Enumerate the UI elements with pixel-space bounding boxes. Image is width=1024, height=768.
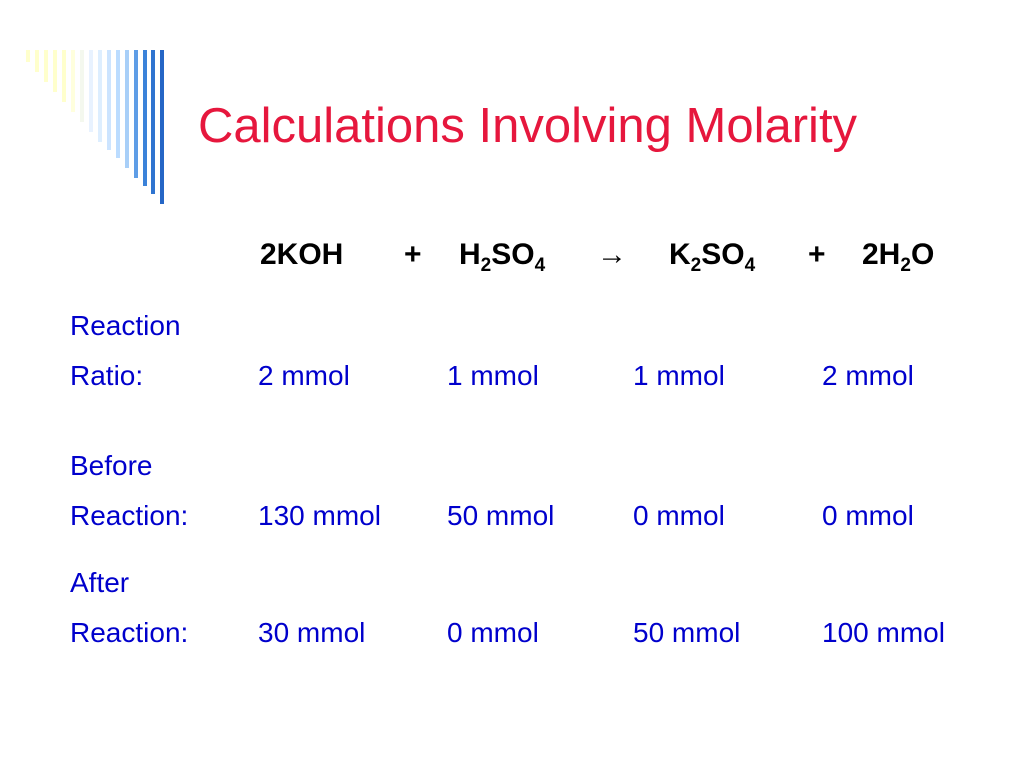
amount: 50 mmol — [447, 500, 555, 531]
subscript: 2 — [900, 255, 911, 276]
formula-text: O — [910, 238, 935, 271]
equation-term: 2H2O — [862, 238, 935, 275]
formula-text: H — [459, 238, 481, 271]
subscript: 2 — [690, 255, 702, 276]
equation-term: H2SO4 — [459, 238, 545, 275]
equation-term: K2SO4 — [669, 238, 755, 275]
slide-title: Calculations Involving Molarity — [198, 99, 858, 153]
row-label: Reaction: — [70, 500, 189, 531]
formula-text: + — [404, 238, 422, 271]
formula-text: SO — [491, 238, 535, 271]
amount: 0 mmol — [447, 617, 539, 648]
formula-text: K — [669, 238, 691, 271]
equation-term: + — [808, 238, 826, 272]
subscript: 4 — [534, 255, 546, 276]
equation-term: → — [597, 238, 627, 272]
equation-term: 2KOH — [260, 238, 343, 272]
decoration — [26, 50, 164, 204]
amount: 30 mmol — [258, 617, 366, 648]
formula-text: SO — [701, 238, 745, 271]
amount: 50 mmol — [633, 617, 741, 648]
amount: 2 mmol — [822, 360, 914, 391]
formula-text: + — [808, 238, 826, 271]
row-label: After — [70, 567, 130, 598]
amount: 1 mmol — [447, 360, 539, 391]
amount: 0 mmol — [633, 500, 725, 531]
formula-text: → — [597, 238, 627, 271]
amount: 1 mmol — [633, 360, 725, 391]
formula-text: 2H — [862, 238, 901, 271]
row-label: Ratio: — [70, 360, 144, 391]
equation-term: + — [404, 238, 422, 272]
formula-text: 2KOH — [260, 238, 344, 271]
amount: 100 mmol — [822, 617, 945, 648]
subscript: 4 — [744, 255, 756, 276]
row-label: Reaction — [70, 310, 181, 341]
subscript: 2 — [480, 255, 492, 276]
amount: 0 mmol — [822, 500, 914, 531]
amount: 130 mmol — [258, 500, 381, 531]
amount: 2 mmol — [258, 360, 350, 391]
row-label: Before — [70, 450, 153, 481]
row-label: Reaction: — [70, 617, 189, 648]
